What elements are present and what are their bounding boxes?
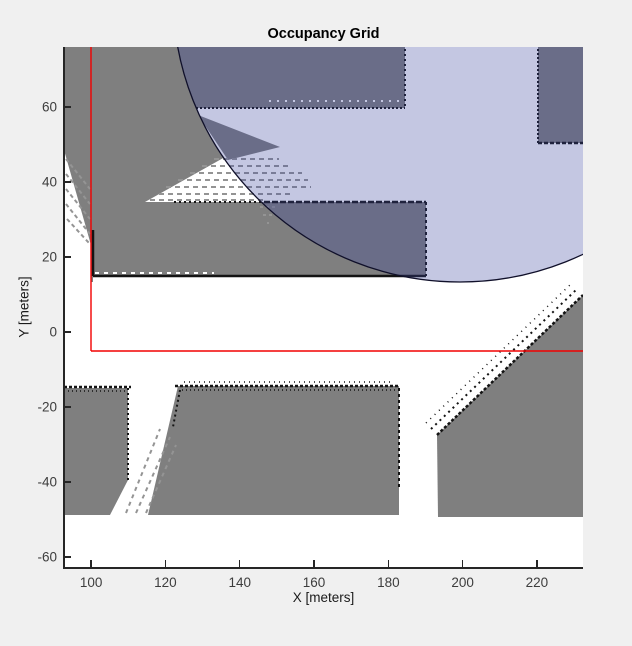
y-tick-label: -20 xyxy=(37,399,57,415)
y-tick-mark xyxy=(64,331,71,333)
x-tick-mark xyxy=(238,560,241,567)
y-tick-mark xyxy=(64,556,71,558)
occupancy-grid-image xyxy=(64,47,583,568)
x-tick-label: 120 xyxy=(154,575,177,590)
boundary-rect-lines xyxy=(90,47,583,352)
x-tick-mark xyxy=(536,560,538,567)
x-tick-mark xyxy=(164,560,167,567)
x-tick-label: 200 xyxy=(451,575,474,590)
y-tick-mark xyxy=(64,406,71,408)
map-occupied-walls xyxy=(64,49,583,490)
y-tick-label: -60 xyxy=(37,549,57,565)
y-tick-label: 40 xyxy=(41,174,57,190)
y-tick-mark xyxy=(64,106,71,108)
x-tick-label: 180 xyxy=(377,575,400,590)
y-tick-mark xyxy=(64,481,71,483)
x-tick-label: 100 xyxy=(79,575,103,590)
sensor-fov-overlay xyxy=(177,47,583,283)
y-tick-label: 0 xyxy=(49,324,57,340)
y-tick-label: -40 xyxy=(37,474,57,490)
y-tick-label: 60 xyxy=(41,99,57,115)
x-tick-label: 220 xyxy=(525,575,549,590)
x-tick-label: 140 xyxy=(228,575,251,590)
y-axis-spine xyxy=(63,47,65,568)
x-axis-label: X [meters] xyxy=(292,590,355,605)
y-tick-label: 20 xyxy=(41,249,57,265)
x-tick-mark xyxy=(461,560,464,567)
x-axis-spine xyxy=(63,567,583,569)
y-tick-mark xyxy=(64,181,71,183)
x-tick-mark xyxy=(90,560,92,567)
plot-title: Occupancy Grid xyxy=(267,26,380,42)
x-tick-mark xyxy=(387,560,390,567)
lidar-ray-artifacts xyxy=(65,158,311,514)
x-tick-mark xyxy=(313,560,315,567)
y-tick-mark xyxy=(64,256,71,258)
x-tick-label: 160 xyxy=(302,575,326,590)
plot-area[interactable] xyxy=(64,47,583,568)
